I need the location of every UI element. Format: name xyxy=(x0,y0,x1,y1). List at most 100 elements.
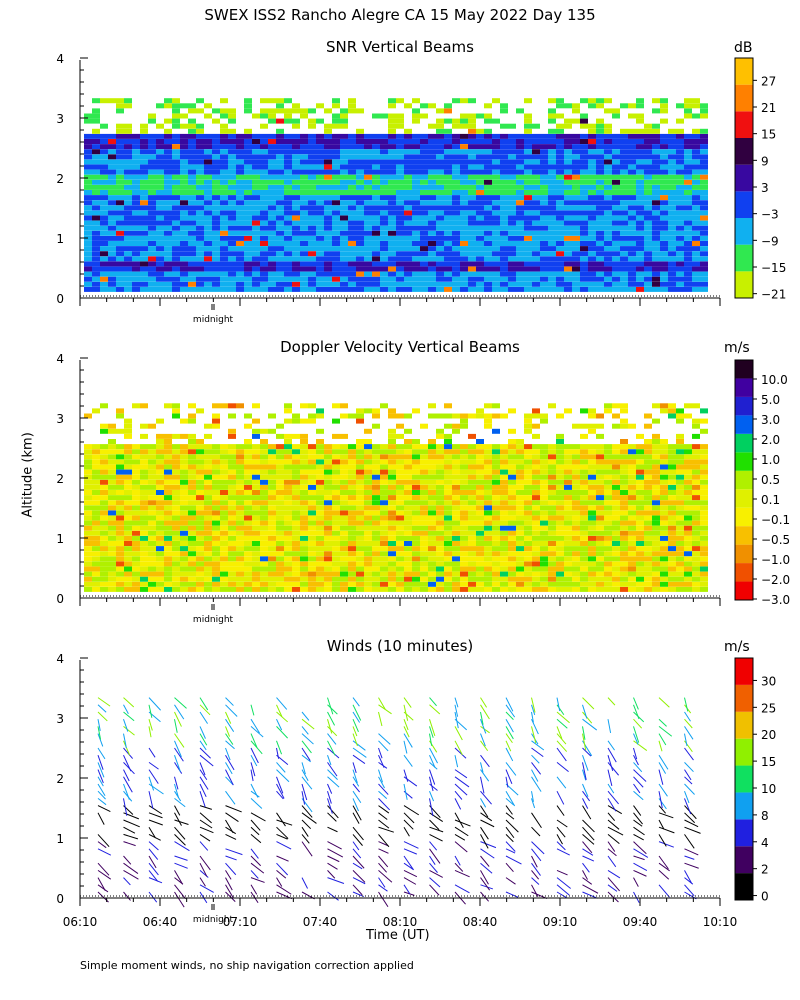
velocity-cell xyxy=(156,433,164,439)
snr-cell xyxy=(356,251,364,257)
snr-cell xyxy=(100,246,108,252)
snr-cell xyxy=(380,281,388,287)
velocity-cell xyxy=(252,469,260,475)
velocity-cell xyxy=(364,474,372,480)
velocity-cell xyxy=(612,571,620,577)
snr-cell xyxy=(660,139,668,144)
snr-cell xyxy=(516,281,524,287)
snr-cell xyxy=(380,266,388,272)
snr-cell xyxy=(428,271,436,277)
snr-cell xyxy=(172,210,180,216)
velocity-cell xyxy=(444,484,452,490)
snr-cell xyxy=(196,225,204,231)
velocity-cell xyxy=(468,525,476,531)
snr-cell xyxy=(276,164,284,170)
snr-cell xyxy=(84,200,92,206)
velocity-cell xyxy=(220,520,228,526)
velocity-cell xyxy=(92,464,100,470)
snr-cell xyxy=(372,281,380,287)
velocity-cell xyxy=(356,413,364,419)
snr-cell xyxy=(436,108,444,114)
velocity-cell xyxy=(172,561,180,567)
velocity-cell xyxy=(244,520,252,526)
snr-cell xyxy=(84,251,92,257)
snr-cell xyxy=(548,235,556,241)
snr-cell xyxy=(644,286,652,292)
snr-cell xyxy=(468,220,476,226)
snr-cell xyxy=(636,251,644,257)
velocity-cell xyxy=(276,500,284,506)
velocity-cell xyxy=(116,464,124,470)
snr-cell xyxy=(212,205,220,211)
velocity-cell xyxy=(612,505,620,511)
snr-cell xyxy=(380,154,388,160)
velocity-cell xyxy=(476,479,484,485)
snr-cell xyxy=(692,98,700,104)
snr-cell xyxy=(476,179,484,185)
snr-cell xyxy=(324,179,332,185)
velocity-cell xyxy=(484,444,492,450)
velocity-cell xyxy=(556,413,564,419)
velocity-cell xyxy=(548,403,556,409)
snr-cell xyxy=(156,210,164,216)
velocity-cell xyxy=(92,571,100,577)
velocity-cell xyxy=(476,571,484,577)
snr-cell xyxy=(244,190,252,195)
velocity-panel-title: Doppler Velocity Vertical Beams xyxy=(280,338,520,356)
snr-cell xyxy=(148,271,156,277)
snr-cell xyxy=(500,154,508,160)
velocity-cell xyxy=(148,500,156,506)
snr-cell xyxy=(460,144,468,150)
snr-cell xyxy=(340,251,348,257)
snr-cell xyxy=(116,256,124,262)
snr-cell xyxy=(260,286,268,292)
velocity-cell xyxy=(84,556,92,562)
velocity-cell xyxy=(244,566,252,572)
velocity-cell xyxy=(372,490,380,495)
velocity-cell xyxy=(348,581,356,587)
snr-cell xyxy=(476,276,484,282)
velocity-cell xyxy=(412,546,420,552)
velocity-cell xyxy=(636,510,644,516)
snr-cell xyxy=(500,286,508,292)
snr-cell xyxy=(516,241,524,246)
velocity-cell xyxy=(364,535,372,541)
velocity-cell xyxy=(140,449,148,455)
snr-cell xyxy=(556,139,564,144)
velocity-cell xyxy=(404,439,412,444)
velocity-cell xyxy=(100,495,108,501)
velocity-cell xyxy=(340,444,348,450)
snr-cell xyxy=(340,241,348,246)
snr-cell xyxy=(636,184,644,190)
velocity-cell xyxy=(156,464,164,470)
snr-cell xyxy=(316,200,324,206)
snr-cell xyxy=(420,286,428,292)
velocity-cell xyxy=(428,530,436,536)
snr-cell xyxy=(516,230,524,236)
snr-cell xyxy=(172,190,180,195)
velocity-cell xyxy=(492,586,500,592)
snr-cell xyxy=(236,220,244,226)
snr-cell xyxy=(556,164,564,170)
velocity-cell xyxy=(316,530,324,536)
snr-cell xyxy=(396,235,404,241)
velocity-cell xyxy=(260,449,268,455)
snr-cell xyxy=(380,286,388,292)
velocity-cell xyxy=(228,413,236,419)
snr-cell xyxy=(196,123,204,129)
snr-cell xyxy=(276,230,284,236)
velocity-cell xyxy=(420,571,428,577)
snr-cell xyxy=(220,271,228,277)
velocity-cell xyxy=(548,556,556,562)
snr-cell xyxy=(644,281,652,287)
snr-cell xyxy=(460,286,468,292)
velocity-cell xyxy=(412,505,420,511)
snr-cell xyxy=(380,205,388,211)
snr-cell xyxy=(644,246,652,252)
snr-cell xyxy=(652,169,660,175)
snr-cell xyxy=(508,215,516,221)
snr-cell xyxy=(364,235,372,241)
snr-cell xyxy=(300,108,308,114)
snr-cell xyxy=(484,149,492,155)
